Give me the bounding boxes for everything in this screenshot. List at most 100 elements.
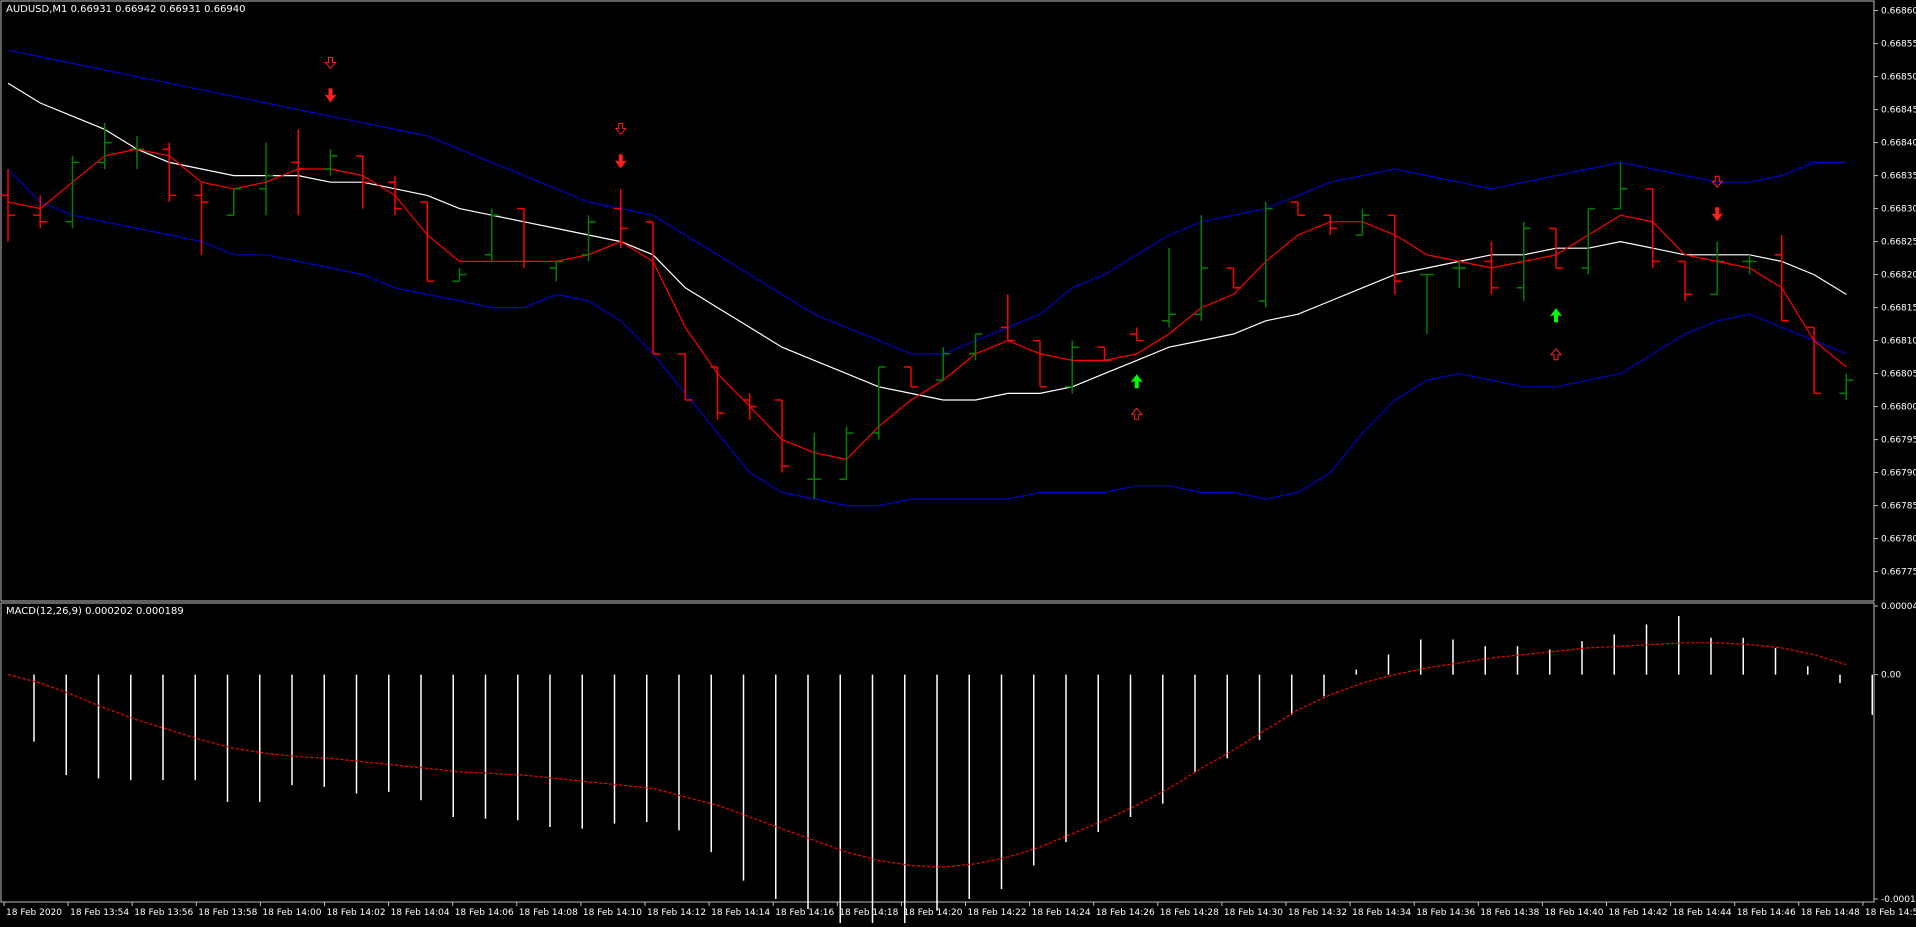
- ohlc-bar: [162, 142, 177, 202]
- time-label: 18 Feb 14:42: [1609, 908, 1668, 918]
- price-chart-title: AUDUSD,M1 0.66931 0.66942 0.66931 0.6694…: [6, 4, 246, 15]
- time-label: 18 Feb 13:54: [70, 908, 129, 918]
- macd-tick-label: 0.000041: [1881, 602, 1916, 612]
- signal-arrow-outline: [324, 56, 337, 70]
- ohlc-bar: [871, 366, 886, 440]
- macd-signal-line: [7, 642, 1847, 868]
- ohlc-bar: [517, 207, 531, 268]
- ohlc-bar: [1323, 214, 1338, 235]
- ohlc-bar: [807, 433, 822, 499]
- ohlc-bar: [1516, 221, 1531, 301]
- bollinger-lower-line: [7, 168, 1847, 507]
- ohlc-bar: [1387, 214, 1402, 295]
- ohlc-bar: [1097, 346, 1112, 362]
- ohlc-bar: [1807, 326, 1821, 395]
- ohlc-bar: [291, 129, 306, 216]
- ohlc-bar: [1452, 261, 1467, 288]
- ohlc-bar: [323, 149, 338, 176]
- price-tick-label: 0.66780: [1881, 535, 1916, 545]
- price-tick-label: 0.66835: [1881, 172, 1916, 182]
- price-tick-label: 0.66855: [1881, 40, 1916, 50]
- price-tick-label: 0.66840: [1881, 139, 1916, 149]
- price-tick-label: 0.66845: [1881, 106, 1916, 116]
- time-label: 18 Feb 14:22: [968, 908, 1027, 918]
- ohlc-bar: [549, 260, 564, 282]
- macd-tick-label: 0.00: [1881, 671, 1901, 681]
- time-label: 18 Feb 14:10: [583, 908, 642, 918]
- ohlc-bar: [1065, 340, 1080, 394]
- ohlc-bar: [355, 155, 370, 209]
- ohlc-bar: [1484, 241, 1499, 295]
- signal-arrows: [324, 56, 1724, 420]
- ohlc-bar: [1033, 339, 1047, 388]
- time-label: 18 Feb 14:14: [711, 908, 770, 918]
- time-label: 18 Feb 14:40: [1544, 908, 1603, 918]
- signal-ma-line: [7, 148, 1847, 461]
- time-label: 18 Feb 13:58: [198, 908, 257, 918]
- price-tick-label: 0.66795: [1881, 436, 1916, 446]
- buy-arrow: [1130, 374, 1143, 389]
- time-label: 18 Feb 14:38: [1480, 908, 1539, 918]
- time-label: 18 Feb 14:20: [903, 908, 962, 918]
- bollinger-bands: [7, 49, 1847, 507]
- time-label: 18 Feb 2020: [6, 908, 62, 918]
- ohlc-bar: [1420, 273, 1434, 334]
- price-tick-label: 0.66805: [1881, 370, 1916, 380]
- sell-arrow: [614, 154, 627, 169]
- signal-arrow-outline: [614, 122, 627, 136]
- price-tick-label: 0.66830: [1881, 205, 1916, 215]
- time-label: 18 Feb 14:12: [647, 908, 706, 918]
- time-label: 18 Feb 14:04: [391, 908, 450, 918]
- price-tick-label: 0.66820: [1881, 271, 1916, 281]
- ohlc-bar: [388, 175, 402, 216]
- signal-arrow-outline: [1549, 348, 1563, 361]
- ohlc-bar: [742, 393, 757, 420]
- ohlc-bar: [1613, 162, 1628, 210]
- ohlc-bar: [968, 333, 983, 361]
- ohlc-bar: [65, 155, 80, 229]
- ohlc-bar: [678, 353, 693, 401]
- ohlc-bar: [646, 221, 660, 355]
- ohlc-bar: [1, 169, 15, 242]
- ohlc-bar: [1678, 260, 1692, 301]
- ohlc-bar: [1774, 235, 1789, 322]
- ohlc-bar: [839, 426, 854, 480]
- ohlc-bar: [1226, 267, 1241, 289]
- ohlc-bar: [775, 399, 789, 473]
- price-axis: 0.66860 0.66855 0.66850 0.66845 0.66840 0.668…: [1874, 7, 1916, 578]
- ohlc-bar: [1355, 208, 1370, 236]
- ohlc-bar: [936, 347, 951, 381]
- time-label: 18 Feb 14:48: [1801, 908, 1860, 918]
- ohlc-bars: [1, 122, 1854, 499]
- ohlc-bar: [226, 188, 241, 216]
- price-tick-label: 0.66775: [1881, 568, 1916, 578]
- price-tick-label: 0.66790: [1881, 469, 1916, 479]
- time-label: 18 Feb 14:16: [775, 908, 834, 918]
- ohlc-bar: [1194, 215, 1209, 321]
- ohlc-bar: [97, 122, 112, 169]
- time-label: 18 Feb 14:46: [1737, 908, 1796, 918]
- price-tick-label: 0.66850: [1881, 73, 1916, 83]
- buy-arrow: [1550, 308, 1562, 323]
- price-tick-label: 0.66815: [1881, 304, 1916, 314]
- price-panel-frame[interactable]: [0, 0, 1875, 602]
- ohlc-bar: [452, 268, 467, 282]
- ohlc-bar: [1742, 254, 1757, 275]
- ohlc-bar: [710, 366, 725, 420]
- ohlc-bar: [484, 208, 499, 262]
- macd-histogram: [33, 616, 1873, 927]
- sell-arrow: [324, 88, 337, 103]
- macd-title: MACD(12,26,9) 0.000202 0.000189: [6, 606, 184, 617]
- time-label: 18 Feb 14:18: [839, 908, 898, 918]
- ohlc-bar: [420, 201, 435, 282]
- bollinger-upper-line: [7, 49, 1847, 355]
- ohlc-bar: [1129, 327, 1144, 342]
- price-tick-label: 0.66800: [1881, 403, 1916, 413]
- sell-arrow: [1711, 207, 1724, 222]
- ohlc-bar: [33, 195, 48, 229]
- price-tick-label: 0.66785: [1881, 502, 1916, 512]
- ohlc-bar: [1581, 207, 1596, 275]
- time-label: 18 Feb 14:34: [1352, 908, 1411, 918]
